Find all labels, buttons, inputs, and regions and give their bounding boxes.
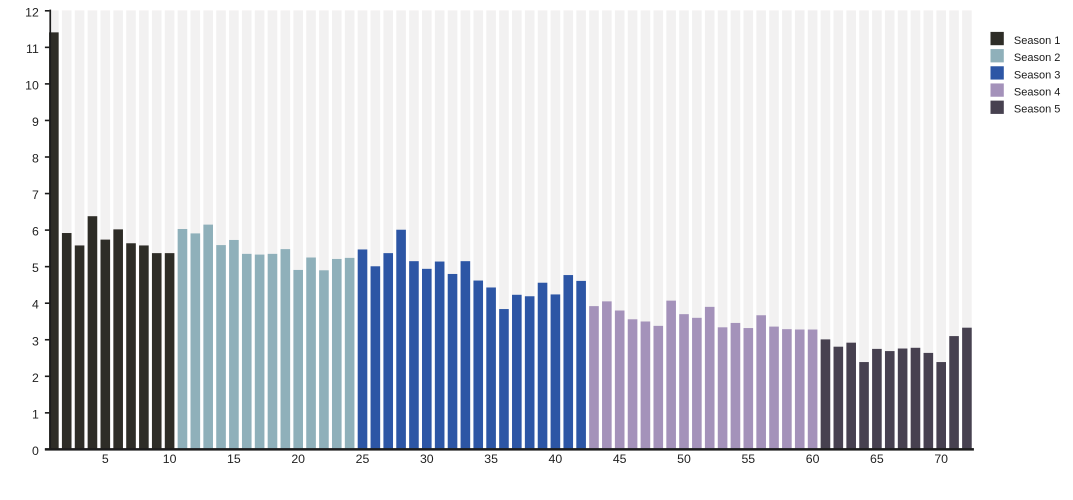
- svg-text:2: 2: [32, 371, 39, 385]
- svg-text:40: 40: [549, 452, 563, 466]
- svg-text:7: 7: [32, 188, 39, 202]
- svg-text:30: 30: [420, 452, 434, 466]
- svg-text:70: 70: [934, 452, 948, 466]
- svg-text:1: 1: [32, 407, 39, 421]
- svg-text:5: 5: [32, 261, 39, 275]
- svg-text:Season 1: Season 1: [1014, 35, 1060, 47]
- svg-text:Season 4: Season 4: [1014, 86, 1060, 98]
- svg-text:Season 3: Season 3: [1014, 69, 1060, 81]
- svg-text:65: 65: [870, 452, 884, 466]
- svg-text:50: 50: [677, 452, 691, 466]
- svg-text:25: 25: [356, 452, 370, 466]
- svg-text:45: 45: [613, 452, 627, 466]
- svg-text:6: 6: [32, 225, 39, 239]
- svg-text:10: 10: [163, 452, 177, 466]
- svg-text:9: 9: [32, 115, 39, 129]
- svg-text:15: 15: [227, 452, 241, 466]
- svg-text:12: 12: [25, 5, 39, 19]
- svg-text:Season 5: Season 5: [1014, 104, 1060, 116]
- svg-text:35: 35: [484, 452, 498, 466]
- svg-text:20: 20: [291, 452, 305, 466]
- svg-text:Season 2: Season 2: [1014, 52, 1060, 64]
- svg-text:10: 10: [25, 78, 39, 92]
- svg-text:60: 60: [806, 452, 820, 466]
- svg-text:55: 55: [741, 452, 755, 466]
- svg-text:4: 4: [32, 298, 39, 312]
- svg-text:11: 11: [26, 42, 39, 56]
- svg-text:5: 5: [102, 452, 109, 466]
- svg-text:8: 8: [32, 152, 39, 166]
- svg-text:3: 3: [32, 334, 39, 348]
- svg-text:0: 0: [32, 444, 39, 458]
